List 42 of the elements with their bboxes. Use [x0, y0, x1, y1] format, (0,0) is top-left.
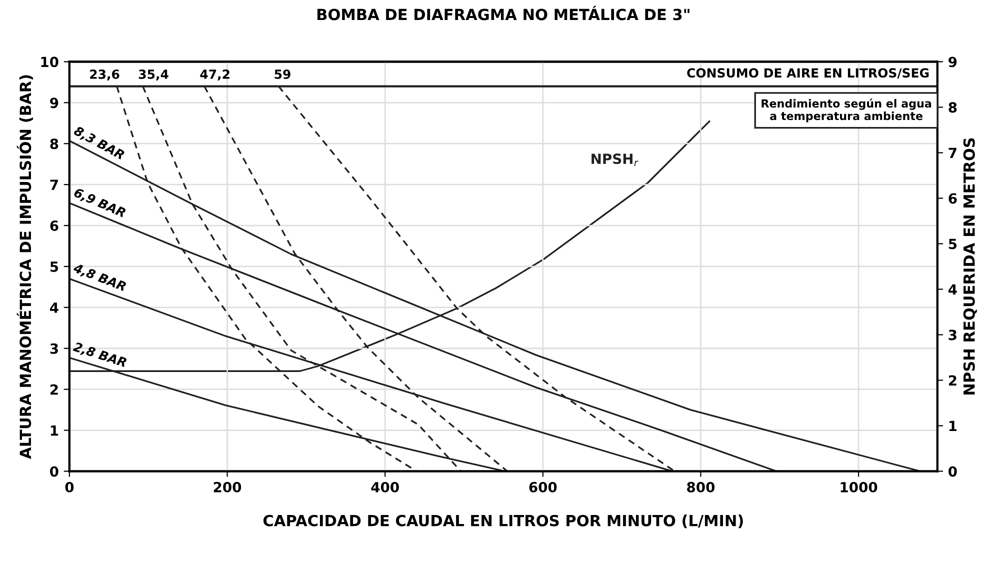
- x-tick-label: 1000: [840, 482, 878, 492]
- series-label: 35,4: [138, 69, 168, 81]
- x-tick-label: 0: [65, 482, 74, 492]
- y2-tick-label: 9: [948, 56, 957, 68]
- series-label: 47,2: [200, 69, 230, 81]
- x-tick-label: 600: [529, 482, 557, 492]
- text: 8,3 BAR: [72, 126, 126, 162]
- text: 4,8 BAR: [72, 262, 127, 293]
- y2-tick-label: 2: [948, 375, 956, 386]
- y2-tick-label: 0: [948, 466, 957, 477]
- y-tick-label: 10: [41, 56, 58, 68]
- series-label: NPSH$_{r}$: [592, 154, 638, 166]
- ref-line-label: CONSUMO DE AIRE EN LITROS/SEG: [687, 68, 929, 79]
- y-tick-label: 6: [50, 220, 58, 231]
- y2-tick-label: 8: [948, 102, 957, 113]
- y-tick-label: 1: [50, 425, 58, 436]
- y-tick-label: 5: [50, 262, 58, 272]
- y-tick-label: 2: [50, 384, 58, 395]
- x-tick-label: 200: [214, 482, 242, 492]
- x-tick-label: 400: [371, 482, 399, 492]
- y-tick-label: 9: [50, 98, 58, 108]
- chart-title: BOMBA DE DIAFRAGMA NO METÁLICA DE 3": [317, 6, 690, 20]
- y-tick-label: 3: [50, 343, 58, 354]
- y-tick-label: 8: [50, 138, 58, 150]
- text: 2,8 BAR: [72, 342, 128, 369]
- text: 6,9 BAR: [72, 187, 126, 219]
- annotation: Rendimiento según el agua a temperatura ambiente: [762, 98, 932, 122]
- y-tick-label: 7: [50, 180, 58, 190]
- series-label: 59: [274, 70, 290, 79]
- y-tick-label: 4: [50, 302, 58, 313]
- y2-tick-label: 3: [948, 330, 956, 340]
- x-tick-label: 800: [687, 482, 715, 492]
- x-axis-title: CAPACIDAD DE CAUDAL EN LITROS POR MINUTO (L/MIN): [263, 514, 743, 528]
- y2-axis-title: NPSH REQUERIDA EN METROS: [963, 138, 977, 394]
- series-label: 23,6: [90, 69, 120, 81]
- y-tick-label: 0: [50, 466, 58, 477]
- y2-tick-label: 4: [948, 284, 957, 295]
- y-axis-title: ALTURA MANOMÉTRICA DE IMPULSIÓN (BAR): [16, 75, 33, 459]
- y2-tick-label: 5: [948, 238, 957, 250]
- y2-tick-label: 6: [948, 193, 957, 204]
- y2-tick-label: 7: [948, 148, 956, 158]
- y2-tick-label: 1: [949, 420, 957, 432]
